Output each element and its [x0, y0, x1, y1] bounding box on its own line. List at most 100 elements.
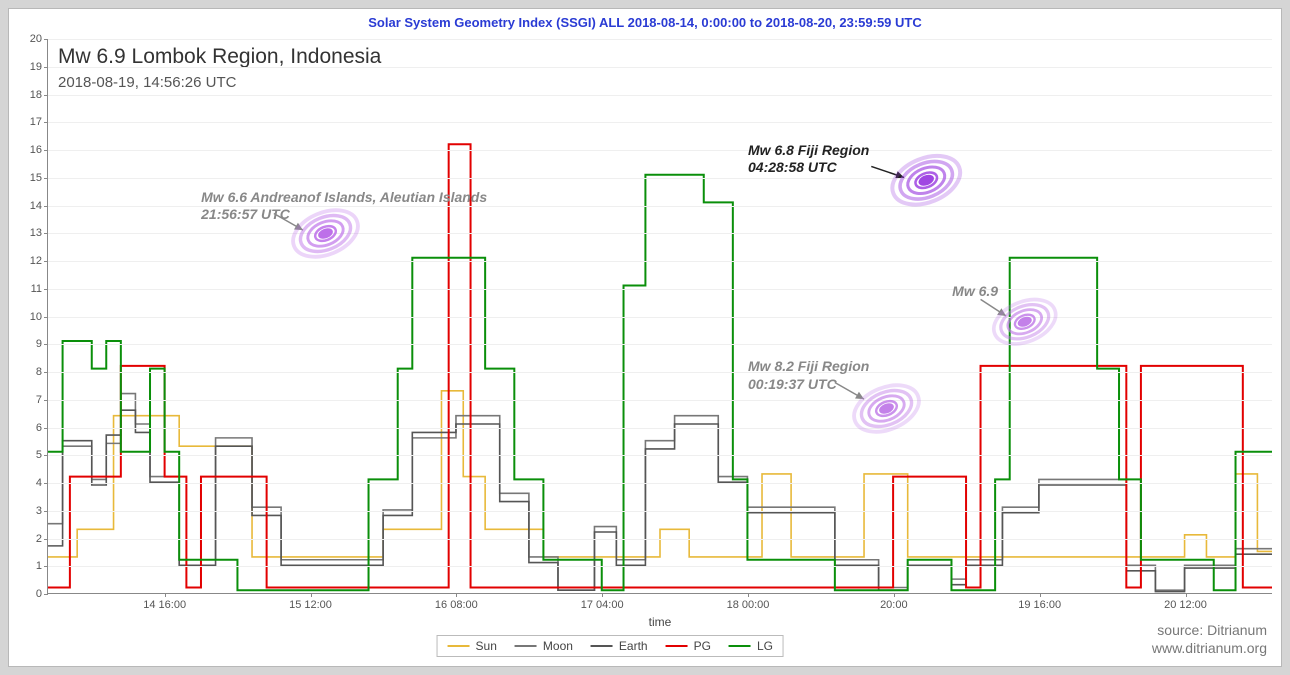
tick-x-label: 20 12:00 [1164, 599, 1207, 611]
tick-y-label: 3 [36, 505, 42, 517]
gridline-y [48, 455, 1272, 456]
legend-swatch [666, 645, 688, 647]
tick-y-label: 12 [30, 255, 42, 267]
tick-mark-y [44, 233, 48, 234]
tick-x-label: 18 00:00 [727, 599, 770, 611]
tick-mark-y [44, 511, 48, 512]
plot-area: Mw 6.9 Lombok Region, Indonesia 2018-08-… [47, 39, 1272, 594]
legend-swatch [591, 645, 613, 647]
gridline-y [48, 261, 1272, 262]
gridline-y [48, 95, 1272, 96]
tick-mark-x [165, 593, 166, 597]
tick-y-label: 4 [36, 477, 42, 489]
gridline-y [48, 150, 1272, 151]
tick-y-label: 10 [30, 311, 42, 323]
tick-y-label: 14 [30, 200, 42, 212]
gridline-y [48, 539, 1272, 540]
legend-item-sun: Sun [448, 639, 497, 653]
gridline-y [48, 483, 1272, 484]
tick-y-label: 0 [36, 588, 42, 600]
tick-mark-y [44, 122, 48, 123]
tick-y-label: 1 [36, 560, 42, 572]
tick-y-label: 17 [30, 116, 42, 128]
gridline-y [48, 372, 1272, 373]
event-label-mw69: Mw 6.9 [952, 283, 998, 301]
tick-mark-x [311, 593, 312, 597]
tick-y-label: 16 [30, 144, 42, 156]
tick-x-label: 16 08:00 [435, 599, 478, 611]
tick-mark-y [44, 39, 48, 40]
legend-label: Sun [476, 639, 497, 653]
tick-x-label: 14 16:00 [143, 599, 186, 611]
tick-mark-y [44, 428, 48, 429]
tick-mark-x [456, 593, 457, 597]
tick-mark-x [748, 593, 749, 597]
gridline-y [48, 566, 1272, 567]
tick-y-label: 2 [36, 533, 42, 545]
legend-label: LG [757, 639, 773, 653]
legend-item-lg: LG [729, 639, 773, 653]
tick-y-label: 6 [36, 422, 42, 434]
source-line2: www.ditrianum.org [1152, 640, 1267, 656]
legend-label: Moon [543, 639, 573, 653]
tick-y-label: 5 [36, 449, 42, 461]
tick-mark-y [44, 344, 48, 345]
event-label-aleutian: Mw 6.6 Andreanof Islands, Aleutian Islan… [201, 189, 487, 224]
x-axis-label: time [649, 615, 672, 629]
tick-y-label: 15 [30, 172, 42, 184]
gridline-y [48, 400, 1272, 401]
event-label-fiji82: Mw 8.2 Fiji Region00:19:37 UTC [748, 358, 869, 393]
tick-mark-y [44, 539, 48, 540]
event-arrowhead [997, 308, 1006, 316]
gridline-y [48, 122, 1272, 123]
tick-y-label: 9 [36, 338, 42, 350]
legend-label: PG [694, 639, 711, 653]
tick-mark-y [44, 455, 48, 456]
tick-mark-y [44, 95, 48, 96]
gridline-y [48, 289, 1272, 290]
tick-mark-x [1040, 593, 1041, 597]
tick-mark-y [44, 178, 48, 179]
gridline-y [48, 67, 1272, 68]
gridline-y [48, 428, 1272, 429]
gridline-y [48, 317, 1272, 318]
tick-y-label: 8 [36, 366, 42, 378]
tick-y-label: 13 [30, 227, 42, 239]
tick-y-label: 20 [30, 33, 42, 45]
tick-mark-y [44, 67, 48, 68]
tick-mark-y [44, 483, 48, 484]
tick-mark-x [602, 593, 603, 597]
event-title: Mw 6.9 Lombok Region, Indonesia 2018-08-… [58, 45, 381, 93]
chart-frame: Solar System Geometry Index (SSGI) ALL 2… [8, 8, 1282, 667]
tick-mark-y [44, 317, 48, 318]
series-lg [48, 175, 1272, 590]
legend-item-moon: Moon [515, 639, 573, 653]
tick-y-label: 7 [36, 394, 42, 406]
tick-mark-y [44, 566, 48, 567]
legend-item-earth: Earth [591, 639, 648, 653]
legend-swatch [515, 645, 537, 647]
tick-mark-y [44, 372, 48, 373]
tick-mark-y [44, 594, 48, 595]
legend-item-pg: PG [666, 639, 711, 653]
tick-mark-y [44, 150, 48, 151]
tick-mark-x [1186, 593, 1187, 597]
tick-x-label: 20:00 [880, 599, 908, 611]
tick-mark-y [44, 206, 48, 207]
legend-swatch [448, 645, 470, 647]
gridline-y [48, 344, 1272, 345]
legend-swatch [729, 645, 751, 647]
source-attribution: source: Ditrianum www.ditrianum.org [1152, 622, 1267, 657]
tick-mark-y [44, 261, 48, 262]
tick-x-label: 15 12:00 [289, 599, 332, 611]
tick-x-label: 17 04:00 [581, 599, 624, 611]
gridline-y [48, 511, 1272, 512]
tick-x-label: 19 16:00 [1018, 599, 1061, 611]
tick-mark-y [44, 400, 48, 401]
chart-title: Solar System Geometry Index (SSGI) ALL 2… [9, 15, 1281, 30]
event-title-main: Mw 6.9 Lombok Region, Indonesia [58, 45, 381, 68]
legend-label: Earth [619, 639, 648, 653]
gridline-y [48, 39, 1272, 40]
series-sun [48, 391, 1272, 557]
legend: Sun Moon Earth PG LG [437, 635, 784, 657]
